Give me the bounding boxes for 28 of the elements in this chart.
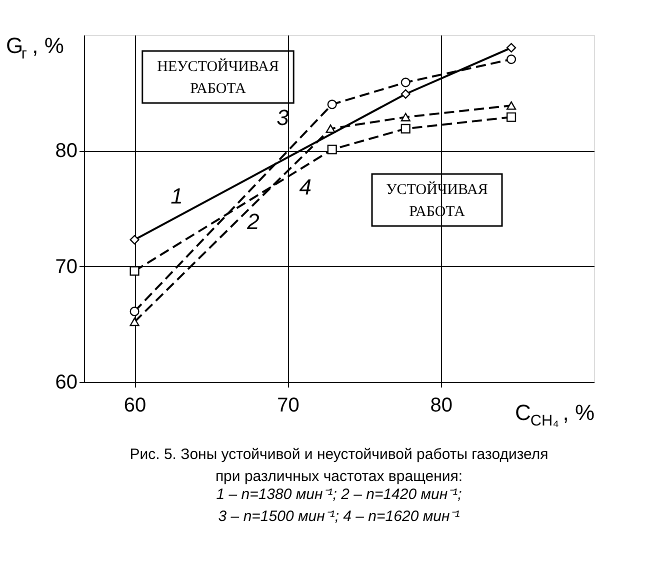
annotation: НЕУСТОЙЧИВАЯ РАБОТА <box>157 58 279 97</box>
point <box>506 54 516 64</box>
point <box>327 144 337 154</box>
series-label: 2 <box>246 209 260 234</box>
text: 1 – n=1380 мин⁻¹; 2 – n=1420 мин⁻¹; 3 – n=1500 мин⁻¹; 4 – n=1620 мин⁻¹ <box>216 486 462 525</box>
x-tick-label: 60 <box>124 394 146 416</box>
point <box>506 42 516 53</box>
point <box>327 100 337 110</box>
point <box>506 101 516 110</box>
point <box>506 112 516 122</box>
point <box>326 124 336 133</box>
point <box>130 306 140 316</box>
point <box>400 124 410 134</box>
point <box>130 318 140 326</box>
y-tick-label: 80 <box>55 140 78 162</box>
series-label: 1 <box>170 184 183 209</box>
point <box>130 234 140 245</box>
point <box>130 266 140 276</box>
series-label: 4 <box>299 174 312 200</box>
series-label: 3 <box>276 105 290 130</box>
y-tick-label: 70 <box>55 256 78 278</box>
point <box>400 112 410 122</box>
x-tick-label: 80 <box>430 394 452 416</box>
point <box>400 89 410 99</box>
x-tick-label: 70 <box>277 394 300 416</box>
point <box>400 78 410 88</box>
text: Рис. 5. Зоны устойчивой и неустойчивой работы газодизеля при различных частотах вращения: <box>130 446 548 485</box>
y-tick-label: 60 <box>55 372 78 394</box>
